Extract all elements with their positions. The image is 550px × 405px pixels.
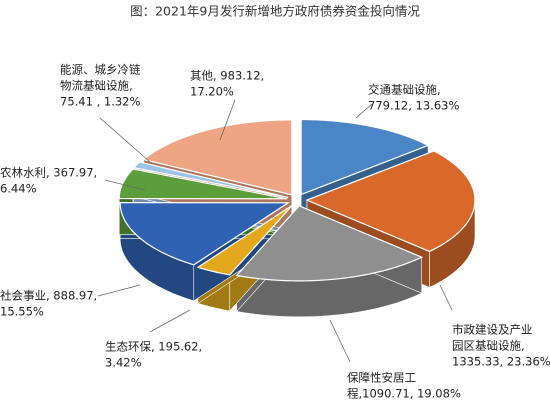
data-label: 保障性安居工 xyxy=(347,371,416,385)
leader-line xyxy=(104,179,146,191)
data-label: 能源、城乡冷链 xyxy=(60,63,141,77)
slice xyxy=(119,201,291,266)
data-label: 75.41 , 1.32% xyxy=(60,95,140,109)
data-label: 物流基础设施, xyxy=(60,79,133,93)
data-label: 779.12, 13.63% xyxy=(368,99,459,113)
leader-line xyxy=(99,117,151,163)
slice xyxy=(132,161,289,198)
leader-line xyxy=(149,309,191,333)
data-label: 程,1090.71, 19.08% xyxy=(347,387,461,401)
leader-line xyxy=(329,319,351,363)
data-label: 市政建设及产业 xyxy=(452,323,533,337)
pie xyxy=(118,118,476,318)
leader-line xyxy=(97,284,141,297)
leader-line xyxy=(439,284,453,311)
data-label: 生态环保, 195.62, xyxy=(105,340,202,354)
data-label: 农林水利, 367.97, xyxy=(0,166,97,180)
data-label: 1335.33, 23.36% xyxy=(452,355,550,369)
data-label: 交通基础设施, xyxy=(368,83,441,97)
leader-line xyxy=(355,103,373,119)
data-label: 其他, 983.12, xyxy=(190,69,264,83)
slice xyxy=(196,204,293,276)
slice xyxy=(118,168,288,200)
slice xyxy=(305,150,476,253)
data-label: 6.44% xyxy=(0,182,37,196)
data-label: 社会事业, 888.97, xyxy=(0,289,97,303)
chart-title: 图：2021年9月发行新增地方政府债券资金投向情况 xyxy=(130,4,420,19)
slice xyxy=(235,205,424,282)
data-label: 园区基础设施, xyxy=(452,339,525,353)
data-label: 15.55% xyxy=(0,305,44,319)
slice xyxy=(142,119,293,196)
slice xyxy=(300,118,430,196)
data-label: 3.42% xyxy=(105,356,142,370)
leader-line xyxy=(219,99,236,141)
data-label: 17.20% xyxy=(190,85,234,99)
